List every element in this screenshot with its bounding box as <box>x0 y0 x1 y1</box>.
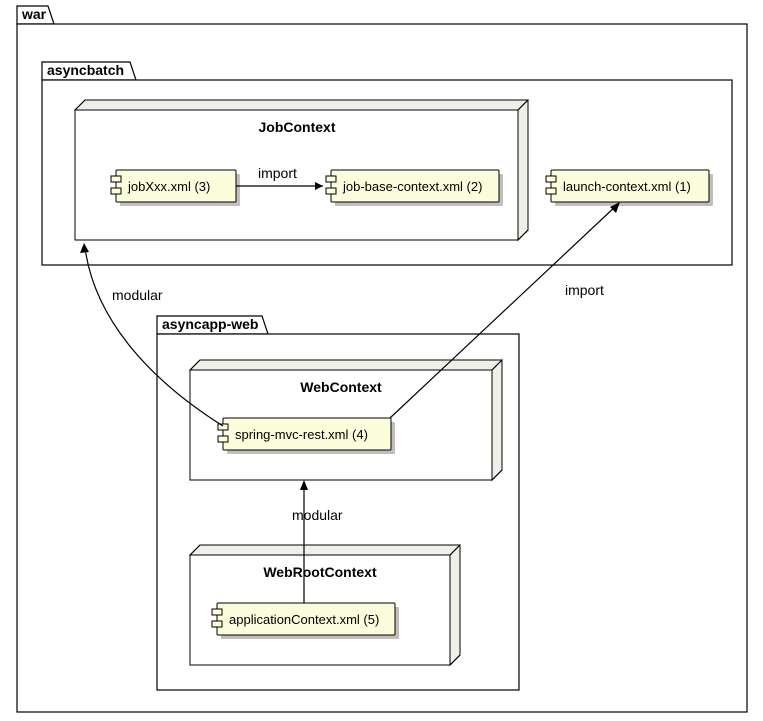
edge-import-2-label: import <box>565 282 604 298</box>
component-jobxxx: jobXxx.xml (3) <box>111 170 240 206</box>
diagram-svg: war asyncbatch JobContext jobXxx.xml (3)… <box>0 0 763 721</box>
jobxxx-label: jobXxx.xml (3) <box>127 179 210 194</box>
launch-label: launch-context.xml (1) <box>563 179 691 194</box>
springmvc-label: spring-mvc-rest.xml (4) <box>235 427 368 442</box>
webcontext-title: WebContext <box>300 379 382 395</box>
jobbase-label: job-base-context.xml (2) <box>342 179 482 194</box>
component-appcontext: applicationContext.xml (5) <box>212 603 399 639</box>
component-jobbase: job-base-context.xml (2) <box>326 170 503 206</box>
edge-modular-1-label: modular <box>112 287 163 303</box>
component-springmvc: spring-mvc-rest.xml (4) <box>218 418 395 454</box>
jobcontext-title: JobContext <box>259 119 336 135</box>
asyncapp-web-label: asyncapp-web <box>162 316 258 332</box>
component-launch: launch-context.xml (1) <box>546 170 713 206</box>
war-label: war <box>21 6 47 22</box>
webrootcontext-title: WebRootContext <box>263 564 377 580</box>
asyncbatch-label: asyncbatch <box>47 62 124 78</box>
edge-import-1-label: import <box>258 165 297 181</box>
edge-modular-2-label: modular <box>292 507 343 523</box>
appcontext-label: applicationContext.xml (5) <box>229 612 379 627</box>
